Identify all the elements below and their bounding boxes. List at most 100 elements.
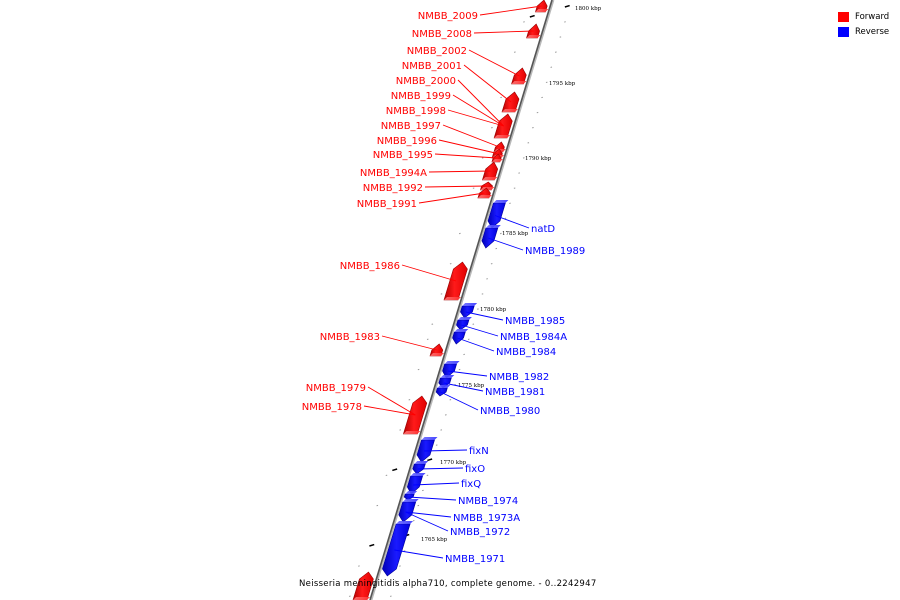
reverse-gene-label: NMBB_1973A bbox=[453, 513, 520, 524]
gene-bevel bbox=[405, 491, 418, 494]
ruler-ticks: 1800 kbp 1795 kbp 1790 kbp 1785 kbp 1780 kbp… bbox=[348, 4, 602, 597]
legend-forward-label: Forward bbox=[855, 11, 890, 22]
reverse-swatch bbox=[838, 26, 849, 37]
gene-bevel bbox=[493, 200, 509, 203]
reverse-gene bbox=[460, 303, 478, 319]
gene-bevel bbox=[414, 461, 429, 464]
kbp-tick-label: 1790 kbp bbox=[525, 156, 552, 162]
gene-bevel bbox=[440, 375, 455, 378]
forward-gene-label: NMBB_2002 bbox=[407, 46, 467, 57]
gene-bevel bbox=[402, 499, 419, 502]
legend-reverse: Reverse bbox=[838, 24, 889, 39]
forward-gene bbox=[429, 343, 444, 357]
major-tick bbox=[392, 468, 398, 472]
major-tick bbox=[369, 543, 375, 547]
legend-reverse-label: Reverse bbox=[855, 26, 890, 37]
gene-bevel bbox=[396, 521, 414, 524]
leader-line bbox=[442, 124, 500, 148]
gene-bevel bbox=[535, 9, 549, 12]
reverse-gene-label: fixO bbox=[465, 464, 485, 475]
forward-gene-label: NMBB_2009 bbox=[418, 11, 478, 22]
gene-bevel bbox=[480, 187, 495, 190]
forward-gene-label: NMBB_1986 bbox=[340, 261, 400, 272]
forward-swatch bbox=[838, 11, 849, 22]
legend-forward: Forward bbox=[838, 9, 889, 24]
gene-features bbox=[352, 0, 549, 600]
forward-gene-label: NMBB_1991 bbox=[357, 199, 417, 210]
leader-line bbox=[461, 324, 499, 337]
reverse-gene bbox=[487, 200, 509, 229]
forward-gene-label: NMBB_2000 bbox=[396, 76, 456, 87]
kbp-tick-label: 1795 kbp bbox=[549, 81, 576, 87]
reverse-gene-label: fixQ bbox=[461, 479, 481, 490]
legend: Forward Reverse bbox=[838, 9, 889, 39]
forward-gene-label: NMBB_1997 bbox=[381, 121, 441, 132]
leader-line bbox=[434, 153, 497, 159]
leader-line bbox=[488, 237, 524, 251]
reverse-gene-label: NMBB_1971 bbox=[445, 554, 505, 565]
leader-line bbox=[452, 94, 504, 127]
kbp-tick-label: 1775 kbp bbox=[458, 383, 485, 389]
leader-line bbox=[447, 109, 504, 127]
forward-gene-label: NMBB_1994A bbox=[360, 168, 427, 179]
leader-line bbox=[424, 185, 487, 188]
reverse-gene-label: natD bbox=[531, 224, 555, 235]
reverse-gene-label: NMBB_1972 bbox=[450, 527, 510, 538]
reverse-gene-label: NMBB_1984 bbox=[496, 347, 556, 358]
reverse-gene-label: NMBB_1974 bbox=[458, 496, 518, 507]
forward-gene-label: NMBB_1998 bbox=[386, 106, 446, 117]
leader-line bbox=[363, 405, 416, 416]
gene-bevel bbox=[511, 81, 527, 84]
reverse-gene-label: NMBB_1980 bbox=[480, 406, 540, 417]
gene-bevel bbox=[526, 35, 541, 38]
forward-gene bbox=[352, 571, 374, 600]
reverse-gene-label: NMBB_1985 bbox=[505, 316, 565, 327]
axis-line bbox=[369, 0, 553, 600]
kbp-tick-label: 1780 kbp bbox=[480, 307, 507, 313]
leader-line bbox=[494, 215, 530, 229]
major-tick bbox=[529, 14, 535, 18]
kbp-tick-label: 1765 kbp bbox=[421, 537, 448, 543]
forward-gene-label: NMBB_1999 bbox=[391, 91, 451, 102]
leader-line bbox=[417, 467, 464, 470]
gene-bevel bbox=[421, 437, 438, 440]
leader-line bbox=[367, 386, 416, 416]
forward-gene-label: NMBB_1978 bbox=[302, 402, 362, 413]
major-tick bbox=[564, 4, 570, 8]
reverse-gene-label: NMBB_1981 bbox=[485, 387, 545, 398]
reverse-gene bbox=[403, 491, 418, 501]
reverse-gene-label: NMBB_1982 bbox=[489, 372, 549, 383]
gene-bevel bbox=[403, 431, 421, 434]
gene-labels: NMBB_2009 NMBB_2008 NMBB_2002 NMBB_2001 NMBB… bbox=[302, 11, 586, 565]
gene-bevel bbox=[353, 597, 370, 600]
leader-line bbox=[479, 5, 542, 16]
leader-line bbox=[405, 511, 449, 532]
gene-bevel bbox=[437, 385, 451, 388]
forward-gene-label: NMBB_2008 bbox=[412, 29, 472, 40]
forward-gene bbox=[479, 181, 495, 191]
leader-line bbox=[438, 139, 498, 154]
forward-gene-label: NMBB_1979 bbox=[306, 383, 366, 394]
gene-bevel bbox=[430, 353, 444, 356]
reverse-gene-label: fixN bbox=[469, 446, 489, 457]
forward-gene bbox=[534, 0, 549, 13]
gene-bevel bbox=[444, 297, 461, 300]
leader-line bbox=[465, 311, 504, 321]
forward-gene-label: NMBB_1995 bbox=[373, 150, 433, 161]
gene-bevel bbox=[491, 159, 503, 162]
leader-line bbox=[401, 264, 457, 282]
leader-line bbox=[447, 370, 488, 377]
forward-gene-label: NMBB_2001 bbox=[402, 61, 462, 72]
leader-line bbox=[424, 449, 468, 452]
leader-line bbox=[468, 49, 520, 77]
leader-line bbox=[394, 549, 444, 559]
leader-line bbox=[463, 64, 512, 103]
gene-bevel bbox=[485, 225, 501, 228]
forward-gene-label: NMBB_1983 bbox=[320, 332, 380, 343]
gene-bevel bbox=[457, 317, 472, 320]
forward-gene-label: NMBB_1992 bbox=[363, 183, 423, 194]
gene-bevel bbox=[462, 303, 478, 306]
gene-body bbox=[452, 331, 466, 345]
leader-line bbox=[457, 79, 504, 127]
